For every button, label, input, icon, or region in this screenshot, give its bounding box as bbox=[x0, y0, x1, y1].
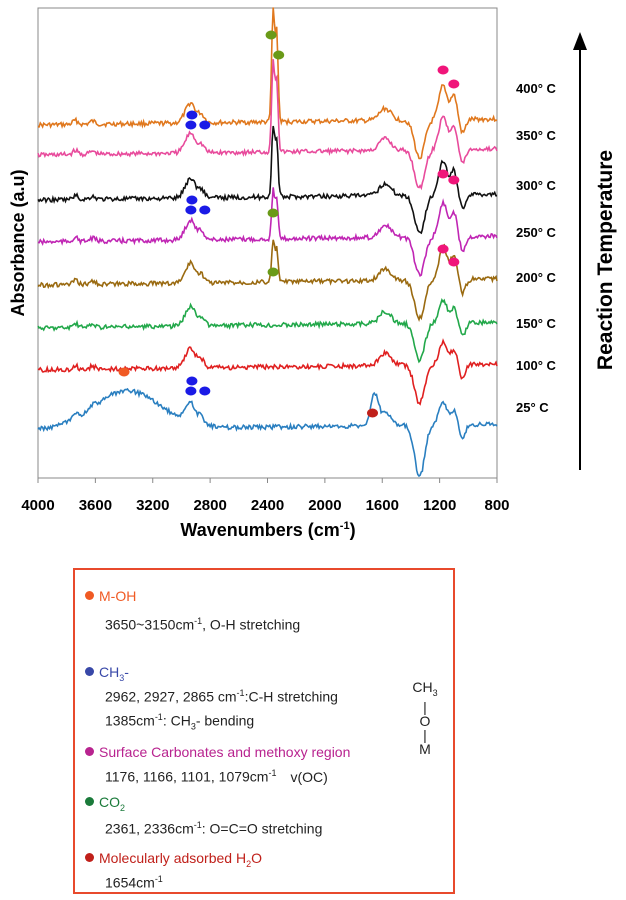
ch3-marker bbox=[199, 205, 211, 215]
x-tick-label: 1200 bbox=[423, 497, 456, 514]
x-tick-label: 4000 bbox=[21, 497, 54, 514]
carbonate-marker bbox=[437, 65, 449, 75]
x-tick-label: 800 bbox=[484, 497, 509, 514]
legend-co2-title: CO2 bbox=[85, 794, 125, 813]
y-axis-title: Absorbance (a.u) bbox=[8, 169, 28, 316]
ftir-chart: 4000 3600 3200 2800 2400 2000 1600 1200 800 400°… bbox=[8, 7, 617, 540]
ch3-marker bbox=[186, 376, 198, 386]
ch3-marker bbox=[185, 386, 197, 396]
arrow-head-icon bbox=[573, 32, 587, 50]
carbonate-marker bbox=[437, 244, 449, 254]
red-dot-icon bbox=[85, 853, 94, 862]
series-line-3 bbox=[37, 187, 498, 278]
right-axis-title: Reaction Temperature bbox=[594, 150, 617, 370]
x-tick-label: 3600 bbox=[79, 497, 112, 514]
legend-carbonates-title: Surface Carbonates and methoxy region bbox=[85, 744, 350, 760]
ch3-marker bbox=[186, 110, 198, 120]
series-label-3: 250° C bbox=[516, 225, 557, 240]
legend-ch3-title: CH3- bbox=[85, 664, 129, 683]
co2-marker bbox=[273, 50, 285, 60]
ch3-marker bbox=[199, 120, 211, 130]
co2-marker bbox=[267, 208, 279, 218]
ch3-marker bbox=[199, 386, 211, 396]
ch3-marker bbox=[185, 120, 197, 130]
series-line-7 bbox=[37, 387, 498, 478]
series-label-7: 25° C bbox=[516, 400, 549, 415]
legend-co2-line: 2361, 2336cm-1: O=C=O stretching bbox=[105, 820, 323, 837]
series-label-2: 300° C bbox=[516, 178, 557, 193]
orange-dot-icon bbox=[85, 591, 94, 600]
moh-marker bbox=[118, 367, 130, 377]
series-line-4 bbox=[37, 239, 498, 323]
series-line-5 bbox=[37, 297, 498, 364]
x-tick-label: 1600 bbox=[366, 497, 399, 514]
series-label-1: 350° C bbox=[516, 128, 557, 143]
carbonate-marker bbox=[448, 257, 460, 267]
series-label-5: 150° C bbox=[516, 316, 557, 331]
ch3-marker bbox=[186, 195, 198, 205]
legend-carbonates-line: 1176, 1166, 1101, 1079cm-1 v(OC) bbox=[105, 768, 328, 785]
x-tick-label: 2000 bbox=[308, 497, 341, 514]
green-dot-icon bbox=[85, 797, 94, 806]
legend-h2o-title: Molecularly adsorbed H2O bbox=[85, 850, 262, 869]
co2-marker bbox=[267, 267, 279, 277]
legend-moh-line: 3650~3150cm-1, O-H stretching bbox=[105, 616, 301, 633]
series-line-2 bbox=[37, 125, 498, 235]
ch3-marker bbox=[185, 205, 197, 215]
series-line-1 bbox=[37, 59, 498, 191]
magenta-dot-icon bbox=[85, 747, 94, 756]
carbonate-marker bbox=[437, 169, 449, 179]
x-axis-title: Wavenumbers (cm-1) bbox=[180, 520, 355, 540]
carbonate-marker bbox=[448, 175, 460, 185]
methoxy-structure: CH3 | O | M bbox=[412, 679, 438, 757]
legend-ch3-line-2: 1385cm-1: CH3- bending bbox=[105, 712, 255, 732]
carbonate-marker bbox=[448, 79, 460, 89]
co2-marker bbox=[265, 30, 277, 40]
series-line-6 bbox=[37, 338, 498, 406]
legend-ch3-line-1: 2962, 2927, 2865 cm-1:C-H stretching bbox=[105, 688, 338, 705]
series-label-0: 400° C bbox=[516, 81, 557, 96]
x-tick-label: 2800 bbox=[193, 497, 226, 514]
legend-moh-title: M-OH bbox=[85, 588, 136, 604]
legend-h2o-line: 1654cm-1 bbox=[105, 874, 163, 891]
series-label-6: 100° C bbox=[516, 358, 557, 373]
series-line-0 bbox=[37, 7, 498, 160]
x-tick-label: 3200 bbox=[136, 497, 169, 514]
legend-box: M-OH 3650~3150cm-1, O-H stretching CH3- … bbox=[73, 568, 455, 894]
h2o-marker bbox=[367, 408, 379, 418]
blue-dot-icon bbox=[85, 667, 94, 676]
series-label-4: 200° C bbox=[516, 270, 557, 285]
x-tick-label: 2400 bbox=[251, 497, 284, 514]
